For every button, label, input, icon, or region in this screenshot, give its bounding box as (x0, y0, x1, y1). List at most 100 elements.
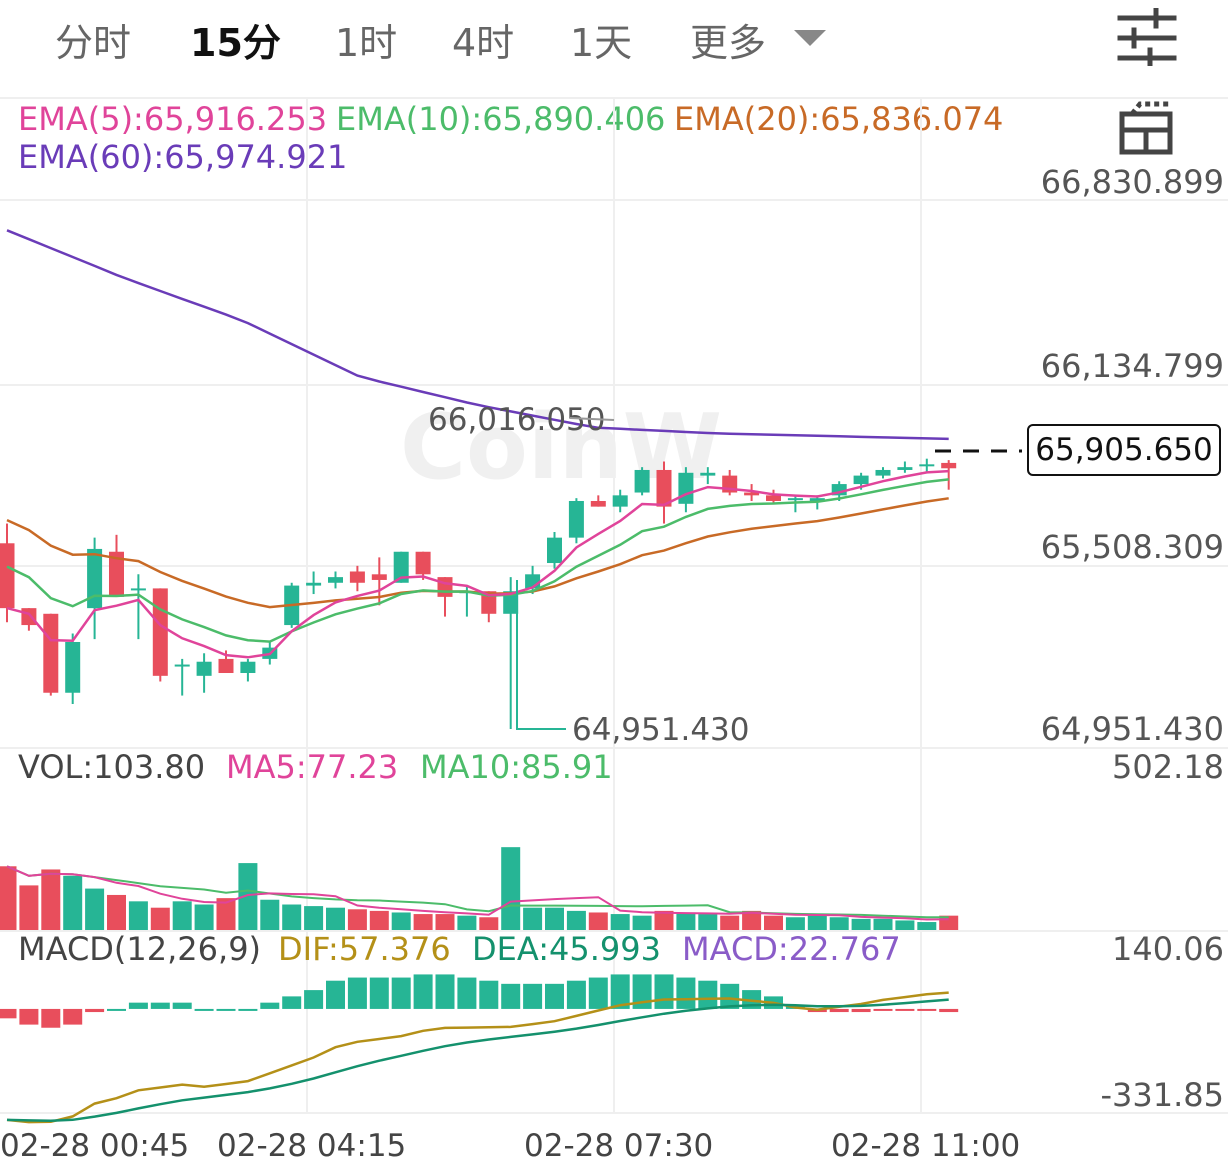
macd-bar (85, 1008, 105, 1013)
volume-bar (698, 914, 718, 930)
candle (130, 574, 146, 640)
tab-4hour[interactable]: 4时 (452, 21, 515, 65)
candle-body (634, 469, 650, 493)
macd-bar (501, 983, 521, 1009)
vol-max-label: 502.18 (1112, 748, 1224, 786)
volume-bar (917, 922, 937, 930)
volume-bar (632, 915, 652, 930)
macd-bar (347, 977, 367, 1009)
volume-bar (326, 907, 345, 930)
volume-bar (0, 866, 17, 930)
candle-body (612, 495, 628, 507)
layout-icon[interactable] (1118, 100, 1174, 156)
candle (634, 467, 650, 496)
candle (919, 458, 935, 473)
tab-time-share[interactable]: 分时 (55, 21, 132, 65)
candle-body (415, 551, 431, 575)
macd-bar (523, 983, 543, 1009)
volume-bar (457, 915, 477, 930)
tab-15min[interactable]: 15分 (190, 21, 281, 65)
macd-bar (851, 1008, 871, 1013)
macd-bar (0, 1008, 17, 1019)
macd-bar (939, 1008, 959, 1013)
candle-body (130, 588, 146, 591)
candle (722, 469, 738, 496)
candle (109, 534, 124, 597)
volume-bar (128, 901, 148, 930)
macd-bar (369, 977, 389, 1009)
tab-1hour[interactable]: 1时 (335, 21, 398, 65)
ema5-legend: EMA(5):65,916.253 (18, 100, 328, 138)
macd-bar (676, 977, 696, 1009)
low-price-leader (516, 580, 566, 730)
volume-bar (107, 894, 126, 930)
macd-bar (194, 1008, 214, 1011)
macd-bar (457, 977, 477, 1009)
candle (678, 467, 694, 513)
volume-bar (654, 910, 674, 930)
macd-bar (41, 1008, 61, 1028)
macd-bar (326, 980, 345, 1009)
volume-bar (391, 912, 411, 930)
caret-down-icon[interactable] (794, 30, 826, 46)
macd-bar (917, 1008, 937, 1011)
ema60-legend: EMA(60):65,974.921 (18, 138, 348, 176)
candle (590, 495, 606, 507)
candle (700, 467, 716, 485)
candle-body (853, 475, 869, 485)
macd-bar (479, 980, 499, 1009)
candle-body (809, 498, 825, 501)
volume-bar (676, 912, 696, 930)
tab-more[interactable]: 更多 (690, 21, 767, 65)
candle-body (744, 492, 760, 496)
interval-tabs: 分时 15分 1时 4时 1天 更多 (0, 0, 1228, 74)
candle-body (306, 582, 322, 586)
volume-bar (216, 898, 236, 930)
macd-bar (720, 983, 740, 1009)
candle-body (919, 464, 935, 467)
candle-body (941, 462, 957, 469)
candle-body (700, 472, 716, 476)
ema10-line (6, 478, 949, 643)
macd-bar (19, 1008, 39, 1025)
volume-bar (260, 899, 280, 930)
time-label-3: 02-28 07:30 (524, 1128, 714, 1164)
macd-bar (128, 1002, 148, 1009)
candle-body (65, 641, 81, 693)
volume-bar (523, 907, 543, 930)
macd-bar (873, 1008, 893, 1011)
candle (349, 565, 365, 592)
volume-bar (304, 906, 324, 930)
vol-ma10-legend: MA10:85.91 (420, 748, 613, 786)
tab-1day[interactable]: 1天 (570, 21, 633, 65)
ema60-line (6, 229, 949, 441)
sliders-icon[interactable] (1116, 8, 1178, 66)
ema5-line (6, 469, 949, 659)
candle (744, 484, 760, 501)
volume-bar (588, 912, 608, 930)
price-axis-label-4: 64,951.430 (1040, 710, 1224, 748)
dea-legend: DEA:45.993 (472, 930, 661, 968)
volume-bar (785, 917, 805, 930)
volume-bar (238, 863, 258, 930)
time-label-2: 02-28 04:15 (217, 1128, 407, 1164)
high-price-leader (569, 417, 615, 421)
high-price-label: 66,016.050 (428, 402, 606, 438)
low-price-label: 64,951.430 (572, 712, 750, 748)
vol-ma10-line (6, 865, 949, 919)
ema20-legend: EMA(20):65,836.074 (674, 100, 1004, 138)
candle (459, 585, 475, 617)
volume-bar (85, 888, 105, 930)
candle-body (766, 495, 781, 501)
macd-title: MACD(12,26,9) (18, 930, 262, 968)
candle-body (875, 469, 891, 476)
macd-bottom-label: -331.85 (1100, 1076, 1224, 1114)
volume-bar (347, 909, 367, 930)
candle-body (43, 613, 59, 693)
volume-bar (610, 914, 630, 930)
candle-body (787, 498, 803, 501)
candle-body (328, 577, 343, 583)
macd-bar (895, 1008, 915, 1011)
volume-bar (435, 914, 455, 930)
